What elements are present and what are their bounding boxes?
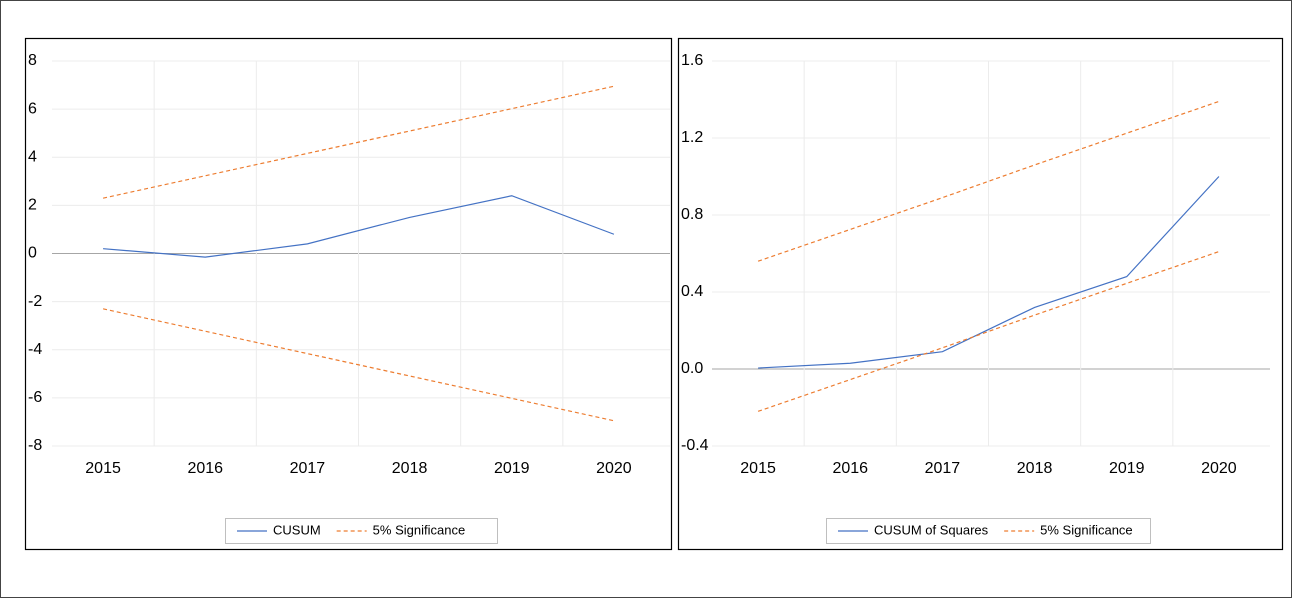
y-tick-label: -4 <box>28 341 42 358</box>
x-tick-label: 2016 <box>187 460 223 477</box>
y-tick-label: 0 <box>28 245 37 262</box>
legend-label: 5% Significance <box>1040 522 1133 537</box>
y-tick-label: 6 <box>28 100 37 117</box>
y-tick-label: 8 <box>28 52 37 69</box>
series-line <box>103 195 615 258</box>
x-tick-label: 2020 <box>596 460 632 477</box>
y-tick-label: 1.6 <box>681 52 703 69</box>
x-tick-label: 2018 <box>392 460 428 477</box>
chart-frame <box>677 37 1284 551</box>
y-tick-label: 0.4 <box>681 283 703 300</box>
x-tick-label: 2019 <box>494 460 530 477</box>
series-line <box>758 176 1220 369</box>
x-tick-label: 2020 <box>1201 460 1237 477</box>
y-tick-label: -2 <box>28 293 42 310</box>
x-tick-label: 2016 <box>832 460 868 477</box>
chart-frame <box>24 37 673 551</box>
y-tick-label: 0.0 <box>681 360 703 377</box>
y-tick-label: 2 <box>28 197 37 214</box>
legend-label: CUSUM of Squares <box>874 522 989 537</box>
series-line <box>757 100 1220 262</box>
series-line <box>102 308 615 422</box>
x-tick-label: 2019 <box>1109 460 1145 477</box>
x-tick-label: 2017 <box>925 460 961 477</box>
legend-label: CUSUM <box>273 522 321 537</box>
y-tick-label: -0.4 <box>681 437 709 454</box>
x-tick-label: 2018 <box>1017 460 1053 477</box>
y-tick-label: 1.2 <box>681 129 703 146</box>
x-tick-label: 2015 <box>85 460 121 477</box>
x-tick-label: 2015 <box>740 460 776 477</box>
y-tick-label: 4 <box>28 148 37 165</box>
y-tick-label: -6 <box>28 389 42 406</box>
y-tick-label: 0.8 <box>681 206 703 223</box>
legend-label: 5% Significance <box>373 522 466 537</box>
legend-box <box>826 518 1151 544</box>
series-line <box>102 85 615 199</box>
series-line <box>757 251 1220 412</box>
y-tick-label: -8 <box>28 437 42 454</box>
x-tick-label: 2017 <box>290 460 326 477</box>
